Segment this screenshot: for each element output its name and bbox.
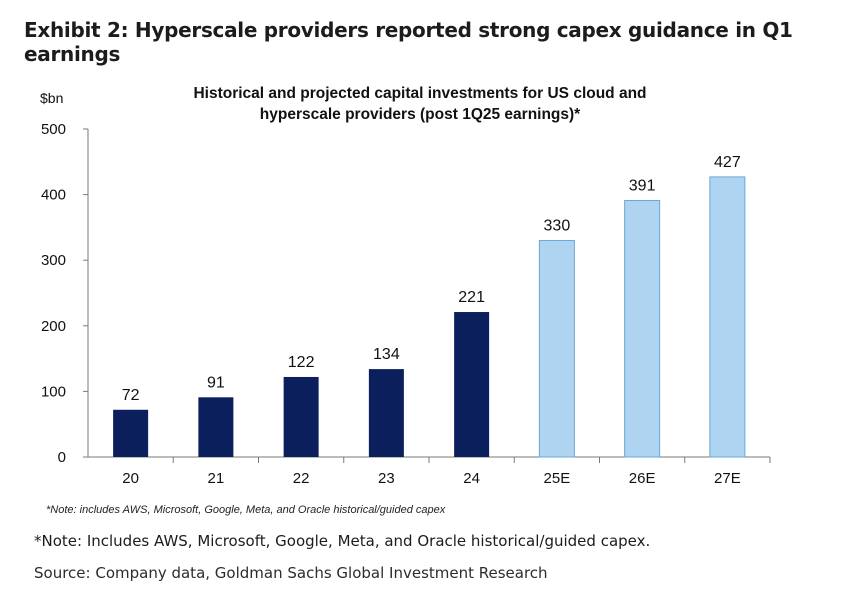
y-tick-label: 100	[41, 383, 66, 400]
x-tick-label-22: 22	[293, 470, 310, 487]
chart-title-line-2: hyperscale providers (post 1Q25 earnings…	[260, 106, 581, 123]
y-axis-unit-label: $bn	[40, 90, 63, 106]
y-tick-label: 500	[41, 121, 66, 138]
data-label-26E: 391	[629, 178, 656, 195]
x-tick-label-21: 21	[208, 470, 225, 487]
axes: 0 100 200 300 400 500 20 21 22 23 24 25E 26E 27E	[41, 121, 771, 487]
bar-20	[113, 409, 149, 457]
bar-21	[198, 397, 234, 457]
x-tick-label-25E: 25E	[544, 470, 571, 487]
y-tick-label: 200	[41, 318, 66, 335]
x-tick-label-23: 23	[378, 470, 395, 487]
footer-note: *Note: Includes AWS, Microsoft, Google, …	[34, 532, 651, 550]
bar-25E	[538, 240, 575, 458]
data-label-20: 72	[122, 387, 140, 404]
chart-inner-note: *Note: includes AWS, Microsoft, Google, …	[46, 504, 446, 516]
data-label-21: 91	[207, 374, 225, 391]
x-tick-label-27E: 27E	[714, 470, 741, 487]
bar-22	[283, 376, 319, 457]
bar-26E	[624, 200, 661, 458]
y-tick-label: 300	[41, 252, 66, 269]
chart-title-line-1: Historical and projected capital investm…	[193, 85, 646, 102]
x-tick-label-20: 20	[122, 470, 139, 487]
bars: 72 91 122 134 221 330 391 427	[113, 154, 746, 458]
data-label-24: 221	[458, 289, 485, 306]
data-label-25E: 330	[544, 218, 571, 235]
x-tick-label-26E: 26E	[629, 470, 656, 487]
data-label-22: 122	[288, 354, 315, 371]
bar-23	[368, 369, 404, 457]
footer-source: Source: Company data, Goldman Sachs Glob…	[34, 564, 548, 582]
bar-27E	[709, 176, 746, 458]
exhibit-title: Exhibit 2: Hyperscale providers reported…	[24, 18, 793, 66]
y-tick-label: 400	[41, 187, 66, 204]
y-tick-label: 0	[58, 449, 66, 466]
x-tick-label-24: 24	[463, 470, 480, 487]
bar-24	[454, 312, 490, 457]
chart-svg: $bn Historical and projected capital inv…	[40, 85, 771, 516]
data-label-23: 134	[373, 346, 400, 363]
chart: $bn Historical and projected capital inv…	[40, 85, 771, 516]
data-label-27E: 427	[714, 154, 741, 171]
